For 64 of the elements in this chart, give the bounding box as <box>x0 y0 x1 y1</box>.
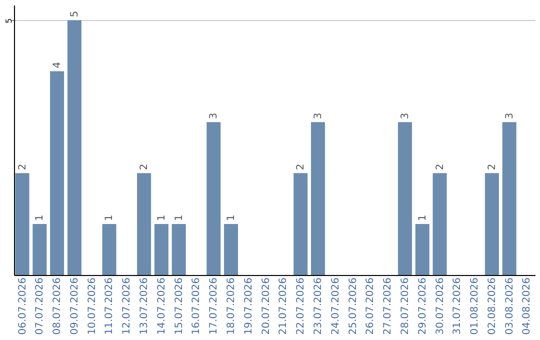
x-tick-label: 27.07.2026 <box>382 278 394 335</box>
x-tick-label: 30.07.2026 <box>434 278 446 335</box>
data-label: 1 <box>226 214 238 222</box>
data-label: 2 <box>296 164 307 170</box>
data-label: 3 <box>312 112 324 120</box>
x-tick-label: 15.07.2026 <box>174 278 185 335</box>
data-label: 2 <box>139 164 150 170</box>
x-tick-label: 07.07.2026 <box>34 278 46 335</box>
x-tick-label: 03.08.2026 <box>504 278 516 335</box>
x-tick-label: 22.07.2026 <box>296 278 307 335</box>
bar <box>206 122 221 275</box>
bar <box>310 122 325 275</box>
bar <box>154 224 168 275</box>
bar <box>15 173 30 275</box>
bar <box>32 224 47 275</box>
data-label: 3 <box>504 112 516 120</box>
bar <box>432 173 447 275</box>
x-tick-label: 14.07.2026 <box>156 278 168 335</box>
bar <box>102 224 116 275</box>
data-label: 1 <box>417 214 428 222</box>
x-tick-label: 25.07.2026 <box>348 278 359 335</box>
x-tick-label: 20.07.2026 <box>260 278 272 335</box>
x-tick-label: 12.07.2026 <box>122 278 133 335</box>
x-tick-label: 06.07.2026 <box>17 278 28 335</box>
data-label: 2 <box>486 164 498 170</box>
x-tick-label: 02.08.2026 <box>486 278 498 335</box>
data-label: 1 <box>174 214 185 222</box>
x-tick-label: 01.08.2026 <box>470 278 481 335</box>
data-label: 1 <box>156 214 168 222</box>
bar <box>502 122 516 275</box>
x-tick-label: 21.07.2026 <box>278 278 290 335</box>
data-label: 2 <box>434 164 446 170</box>
bar <box>50 71 64 275</box>
x-tick-label: 29.07.2026 <box>417 278 428 335</box>
data-label: 1 <box>34 214 46 222</box>
data-label: 5 <box>69 10 80 18</box>
x-tick-label: 18.07.2026 <box>226 278 238 335</box>
x-tick-label: 24.07.2026 <box>330 278 342 335</box>
x-tick-label: 10.07.2026 <box>86 278 98 335</box>
bar <box>67 20 82 275</box>
x-tick-label: 31.07.2026 <box>452 278 464 335</box>
x-tick-label: 11.07.2026 <box>104 278 116 335</box>
bar <box>484 173 499 275</box>
x-tick-label: 26.07.2026 <box>365 278 376 335</box>
data-label: 1 <box>104 214 116 222</box>
bar <box>415 224 430 275</box>
x-tick-label: 19.07.2026 <box>243 278 254 335</box>
x-tick-label: 08.07.2026 <box>52 278 64 335</box>
x-tick-label: 13.07.2026 <box>139 278 150 335</box>
x-tick-label: 28.07.2026 <box>400 278 411 335</box>
data-label: 3 <box>208 112 220 120</box>
x-tick-label: 16.07.2026 <box>191 278 202 335</box>
bar <box>137 173 152 275</box>
x-tick-label: 23.07.2026 <box>312 278 324 335</box>
data-label: 3 <box>400 112 411 120</box>
bar <box>172 224 186 275</box>
bar <box>224 224 238 275</box>
x-tick-label: 04.08.2026 <box>522 278 533 335</box>
bar <box>294 173 308 275</box>
x-tick-label: 17.07.2026 <box>208 278 220 335</box>
bar <box>398 122 412 275</box>
x-tick-label: 09.07.2026 <box>69 278 80 335</box>
data-label: 4 <box>52 62 64 68</box>
data-label: 2 <box>17 164 28 170</box>
